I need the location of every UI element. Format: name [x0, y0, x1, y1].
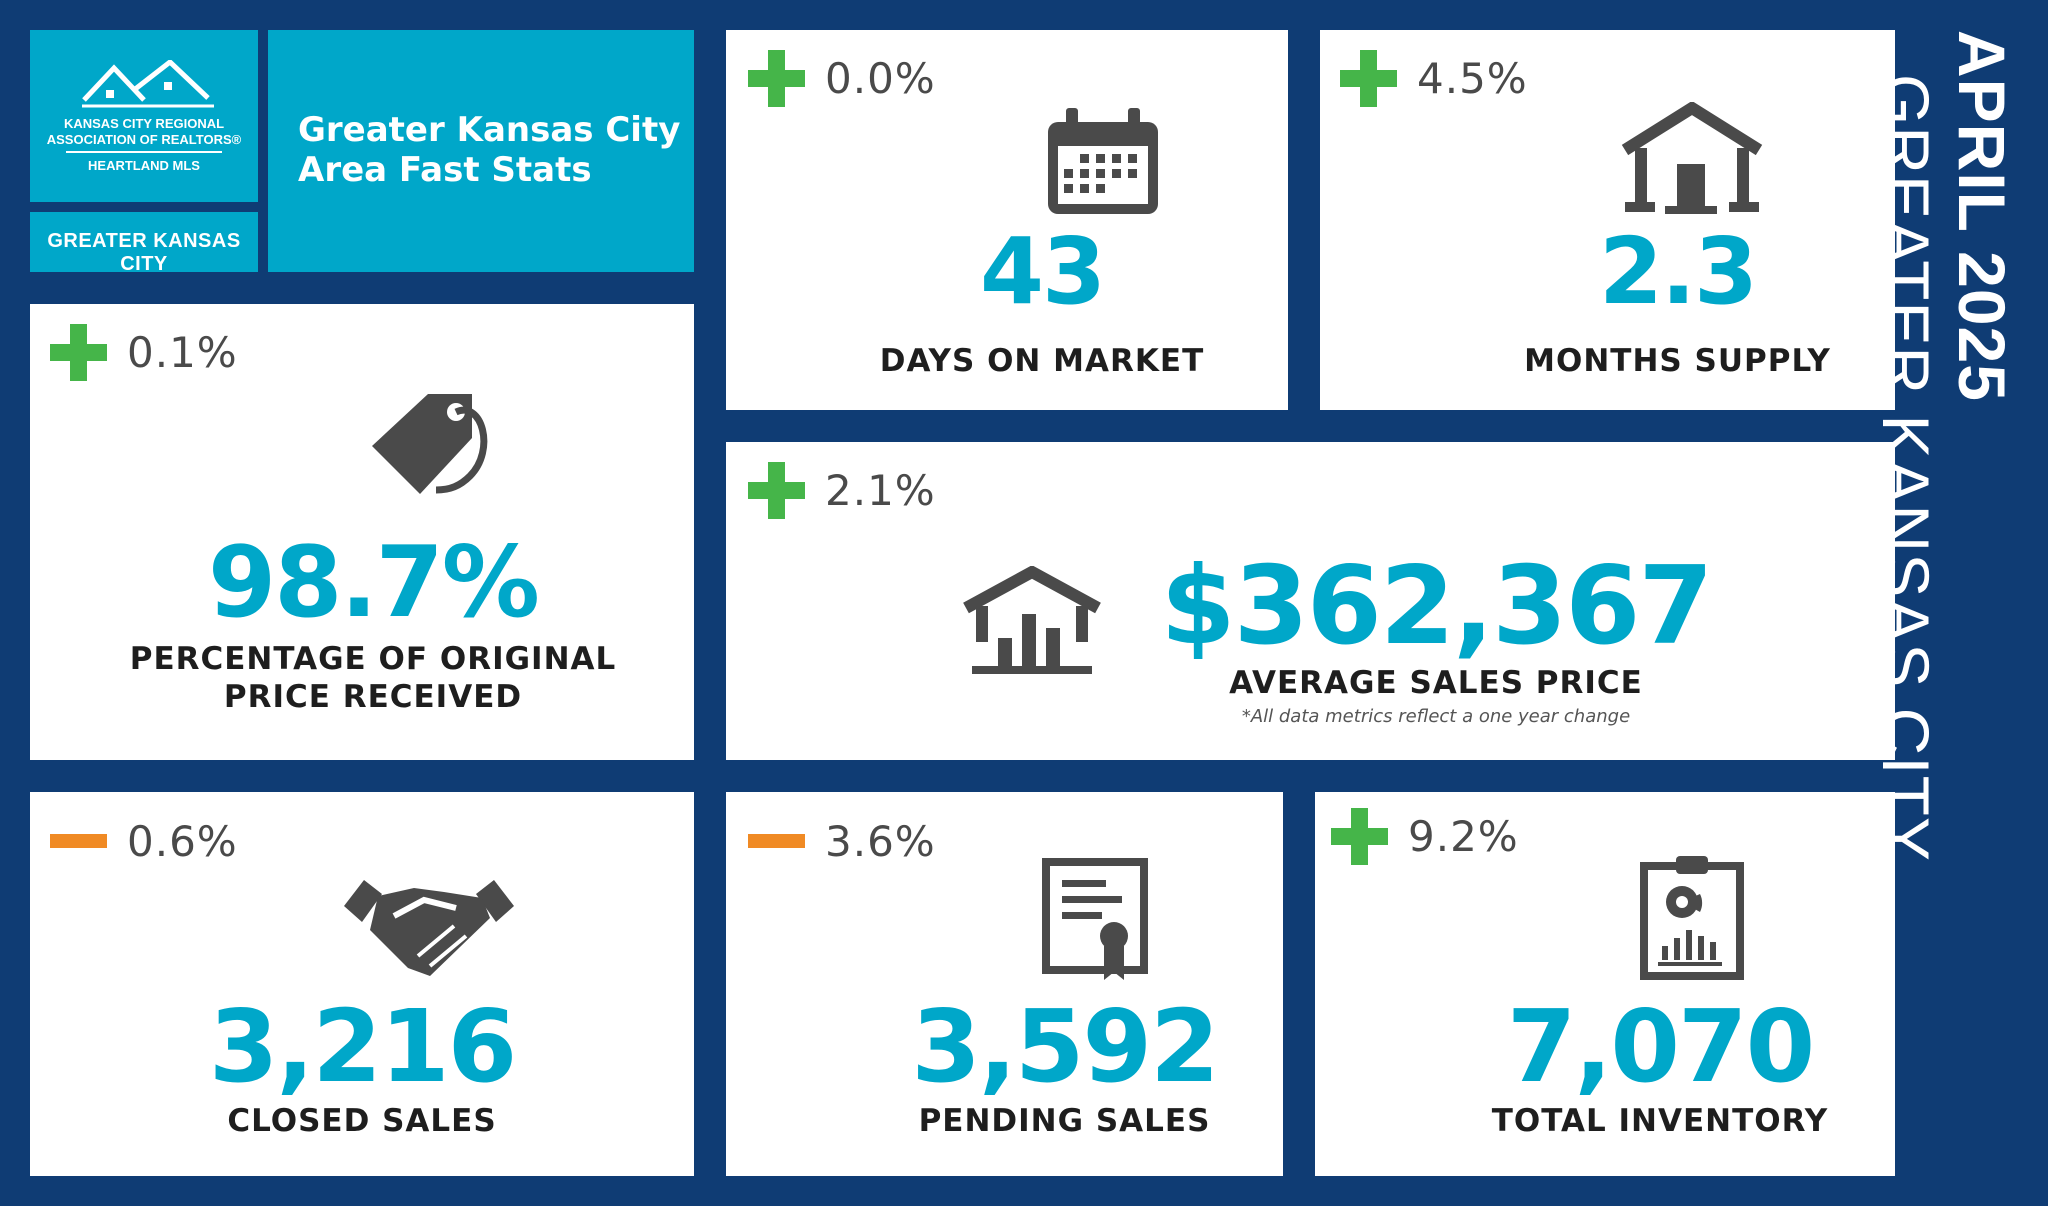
avg-sales-price-value: $362,367: [1160, 544, 1713, 669]
footnote: *All data metrics reflect a one year cha…: [1241, 706, 1631, 727]
change-percent: 0.6%: [127, 816, 238, 866]
side-title-region: GREATER KANSAS CITY: [1869, 74, 1943, 862]
closed-sales-label: CLOSED SALES: [227, 1103, 497, 1139]
calendar-icon: [1044, 108, 1162, 218]
houses-logo-icon: [82, 60, 214, 108]
minus-icon: [50, 834, 107, 848]
logo-divider: [66, 151, 222, 153]
house-icon: [1619, 102, 1765, 216]
change-percent: 0.1%: [127, 328, 238, 377]
region-tab-label: GREATER KANSAS CITY: [47, 230, 241, 275]
total-inventory-card: 9.2% 7,070 TOTAL INVENTORY: [1315, 792, 1895, 1176]
change-indicator: 2.1%: [748, 462, 936, 519]
clipboard-chart-icon: [1640, 854, 1744, 980]
pct-original-price-value: 98.7%: [208, 526, 540, 640]
pending-sales-value: 3,592: [911, 988, 1219, 1105]
price-tag-icon: [364, 390, 494, 512]
plus-icon: [1340, 50, 1397, 107]
logo-line-2: ASSOCIATION OF REALTORS®: [46, 132, 242, 147]
total-inventory-value: 7,070: [1506, 988, 1815, 1105]
side-title-date: APRIL 2025: [1945, 30, 2019, 402]
minus-icon: [748, 834, 805, 848]
title-panel: Greater Kansas City Area Fast Stats: [268, 30, 694, 272]
plus-icon: [50, 324, 107, 381]
change-percent: 3.6%: [825, 816, 936, 866]
region-tab[interactable]: GREATER KANSAS CITY: [30, 212, 258, 275]
days-on-market-card: 0.0% 43 DAYS ON MARKET: [726, 30, 1288, 410]
days-on-market-label: DAYS ON MARKET: [879, 343, 1205, 379]
total-inventory-label: TOTAL INVENTORY: [1491, 1103, 1829, 1139]
days-on-market-value: 43: [979, 218, 1106, 325]
change-indicator: 0.1%: [50, 324, 238, 381]
months-supply-label: MONTHS SUPPLY: [1524, 343, 1831, 379]
page-title-line-2: Area Fast Stats: [298, 150, 592, 190]
avg-sales-price-label: AVERAGE SALES PRICE: [1229, 665, 1643, 701]
change-percent: 2.1%: [825, 466, 936, 515]
change-indicator: 0.0%: [748, 50, 936, 107]
change-percent: 4.5%: [1417, 54, 1528, 103]
certificate-icon: [1042, 858, 1148, 982]
pct-original-price-card: 0.1% 98.7% PERCENTAGE OF ORIGINAL PRICE …: [30, 304, 694, 760]
change-indicator: 3.6%: [748, 812, 936, 870]
closed-sales-value: 3,216: [208, 988, 517, 1105]
plus-icon: [748, 50, 805, 107]
months-supply-value: 2.3: [1599, 218, 1758, 325]
plus-icon: [1331, 808, 1388, 865]
pending-sales-label: PENDING SALES: [918, 1103, 1211, 1139]
pct-original-price-label-1: PERCENTAGE OF ORIGINAL: [129, 641, 617, 677]
change-indicator: 9.2%: [1331, 808, 1519, 865]
months-supply-card: 4.5% 2.3 MONTHS SUPPLY: [1320, 30, 1895, 410]
logo-line-3: HEARTLAND MLS: [88, 158, 200, 173]
closed-sales-card: 0.6% 3,216 CLOSED SALES: [30, 792, 694, 1176]
logo-panel: KANSAS CITY REGIONAL ASSOCIATION OF REAL…: [30, 30, 258, 202]
avg-sales-price-card: 2.1% $362,367 AVERAGE SALES PRICE *All d…: [726, 442, 1895, 760]
change-percent: 0.0%: [825, 54, 936, 103]
change-percent: 9.2%: [1408, 812, 1519, 861]
side-title: APRIL 2025 GREATER KANSAS CITY: [1869, 30, 2020, 1190]
house-chart-icon: [960, 566, 1104, 676]
change-indicator: 4.5%: [1340, 50, 1528, 107]
plus-icon: [748, 462, 805, 519]
pending-sales-card: 3.6% 3,592 PENDING SALES: [726, 792, 1283, 1176]
change-indicator: 0.6%: [50, 812, 238, 870]
handshake-icon: [344, 872, 514, 982]
page-title-line-1: Greater Kansas City: [298, 110, 681, 150]
pct-original-price-label-2: PRICE RECEIVED: [223, 679, 523, 715]
logo-line-1: KANSAS CITY REGIONAL: [63, 116, 225, 131]
